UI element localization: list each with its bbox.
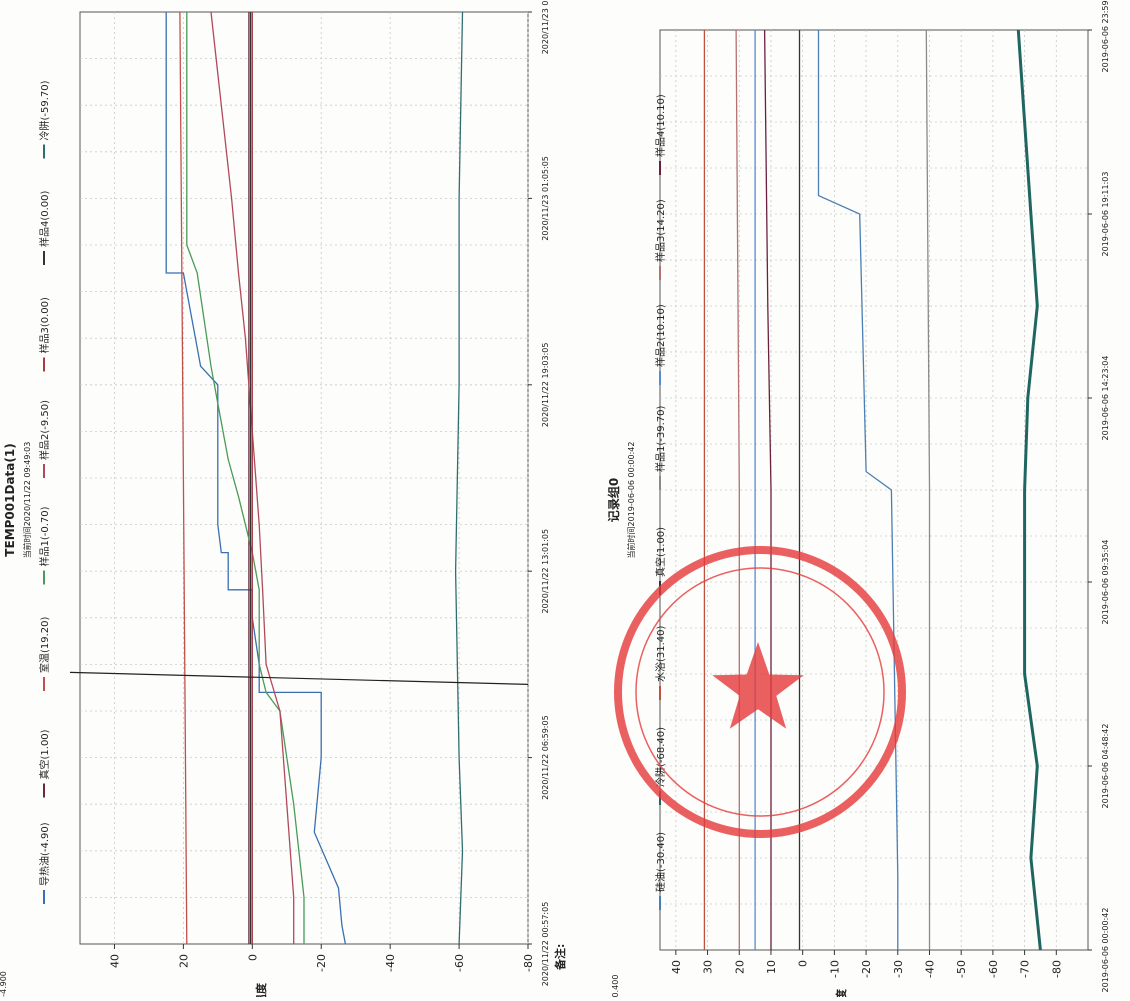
value-tick-label: -60 [987, 960, 1000, 978]
value-tick-label: 30 [702, 960, 715, 974]
value-tick-label: -80 [522, 954, 535, 972]
value-tick-label: -20 [315, 954, 328, 972]
time-tick-label: 2019-06-06 19:11:03 [1101, 172, 1110, 257]
y-axis-label: 温度 [254, 982, 268, 997]
value-tick-label: 40 [670, 960, 683, 974]
series-line [925, 29, 931, 950]
value-tick-label: 0 [246, 954, 259, 961]
legend-label: 水浴(31.40) [655, 625, 667, 682]
note-label: 备注: [553, 944, 567, 971]
chart-subtitle: 当前时间2020/11/22 09:49:03 [22, 442, 32, 559]
value-tick-label: -30 [892, 960, 905, 978]
series-line [165, 12, 347, 945]
y-axis-label: 温度 [834, 988, 848, 997]
legend-label: 样品1(-0.70) [38, 506, 51, 566]
company-seal [614, 546, 906, 838]
legend-label: 样品1(-39.70) [654, 406, 667, 473]
seal-outer-ring [614, 546, 906, 838]
time-tick-label: 2020/11/23 07:07:05 [541, 0, 550, 54]
time-tick-label: 2020/11/22 19:03:05 [541, 343, 550, 428]
corner-label: -4.900 [0, 971, 8, 997]
legend-label: 样品4(10.10) [654, 94, 667, 157]
value-tick-label: -60 [453, 954, 466, 972]
series-line [454, 11, 464, 945]
time-tick-label: 2019-06-06 00:00:42 [1101, 908, 1110, 993]
value-tick-label: 20 [177, 954, 190, 968]
legend-label: 冷阱(-68.40) [654, 727, 667, 787]
chart-panel-2: 40 30 20 10 0 -10 -20 -30 -40 -50 -60 -70 -80 2019-06… [606, 0, 1110, 1001]
time-tick-label: 2020/11/22 06:59:05 [541, 715, 550, 800]
legend-label: 样品2(-9.50) [38, 400, 51, 460]
legend-label: 冷阱(-59.70) [38, 80, 51, 140]
series-line [1016, 29, 1042, 951]
legend-label: 真空(1.00) [38, 729, 51, 779]
legend-label: 样品3(0.00) [38, 297, 51, 354]
series-line [210, 11, 295, 944]
value-tick-label: 10 [765, 960, 778, 974]
value-tick-label: -80 [1050, 960, 1063, 978]
series-line [763, 29, 772, 950]
time-tick-label: 2019-06-06 09:35:04 [1101, 540, 1110, 625]
legend-label: 样品3(14.20) [654, 199, 667, 262]
corner-label: -30.400 [611, 975, 620, 997]
legend-label: 导热油(-4.90) [38, 822, 51, 886]
legend-label: 样品2(10.10) [654, 304, 667, 367]
legend-label: 真空(1.00) [654, 527, 667, 577]
time-tick-label: 2020/11/23 01:05:05 [541, 156, 550, 241]
value-tick-label: 40 [108, 954, 121, 968]
series-line [179, 11, 188, 945]
legend-label: 硅油(-30.40) [654, 832, 667, 892]
seal-star [712, 642, 804, 729]
value-tick-label: -50 [955, 960, 968, 978]
time-tick-label: 2020/11/22 00:57:05 [541, 902, 550, 987]
legend-label: 样品4(0.00) [38, 190, 51, 247]
time-tick-label: 2020/11/22 13:01:05 [541, 529, 550, 614]
chart-panel-1: 40 20 0 -20 -40 -60 -80 2020/11/22 00:57:05 2020… [0, 0, 567, 1001]
time-tick-label: 2019-06-06 23:59:03 [1101, 0, 1110, 72]
series-line [817, 30, 899, 950]
time-tick-label: 2019-06-06 14:23:04 [1101, 356, 1110, 441]
chart-title: TEMP001Data(1) [3, 443, 17, 556]
cursor-line [69, 671, 529, 685]
value-tick-label: 0 [797, 960, 810, 967]
value-tick-label: -20 [860, 960, 873, 978]
value-tick-label: -40 [923, 960, 936, 978]
chart-subtitle: 当前时间2019-06-06 00:00:42 [626, 442, 636, 559]
value-tick-label: -10 [828, 960, 841, 978]
value-tick-label: -40 [384, 954, 397, 972]
legend-label: 室温(19.20) [38, 616, 51, 673]
seal-inner-ring [635, 567, 885, 817]
value-tick-label: 20 [733, 960, 746, 974]
series-line [735, 29, 740, 950]
chart-title: 记录组0 [606, 478, 621, 522]
value-tick-label: -70 [1019, 960, 1032, 978]
time-tick-label: 2019-06-06 04:48:42 [1101, 724, 1110, 809]
